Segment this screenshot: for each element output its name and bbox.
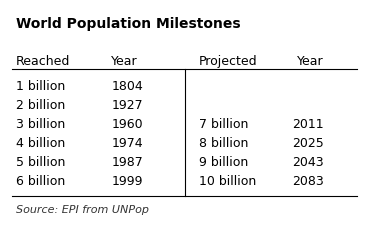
Text: Year: Year [297,55,324,68]
Text: Reached: Reached [16,55,70,68]
Text: 1 billion: 1 billion [16,80,65,93]
Text: 1960: 1960 [111,118,143,131]
Text: 7 billion: 7 billion [199,118,249,131]
Text: 4 billion: 4 billion [16,137,65,150]
Text: 2 billion: 2 billion [16,99,65,112]
Text: World Population Milestones: World Population Milestones [16,17,241,31]
Text: Year: Year [111,55,138,68]
Text: 9 billion: 9 billion [199,156,248,169]
Text: 2025: 2025 [292,137,324,150]
Text: 5 billion: 5 billion [16,156,65,169]
Text: 1974: 1974 [111,137,143,150]
Text: Projected: Projected [199,55,258,68]
Text: 1927: 1927 [111,99,143,112]
Text: Source: EPI from UNPop: Source: EPI from UNPop [16,205,149,215]
Text: 8 billion: 8 billion [199,137,249,150]
Text: 1804: 1804 [111,80,143,93]
Text: 3 billion: 3 billion [16,118,65,131]
Text: 10 billion: 10 billion [199,175,256,188]
Text: 2083: 2083 [292,175,324,188]
Text: 1999: 1999 [111,175,143,188]
Text: 2011: 2011 [292,118,324,131]
Text: 1987: 1987 [111,156,143,169]
Text: 2043: 2043 [292,156,324,169]
Text: 6 billion: 6 billion [16,175,65,188]
